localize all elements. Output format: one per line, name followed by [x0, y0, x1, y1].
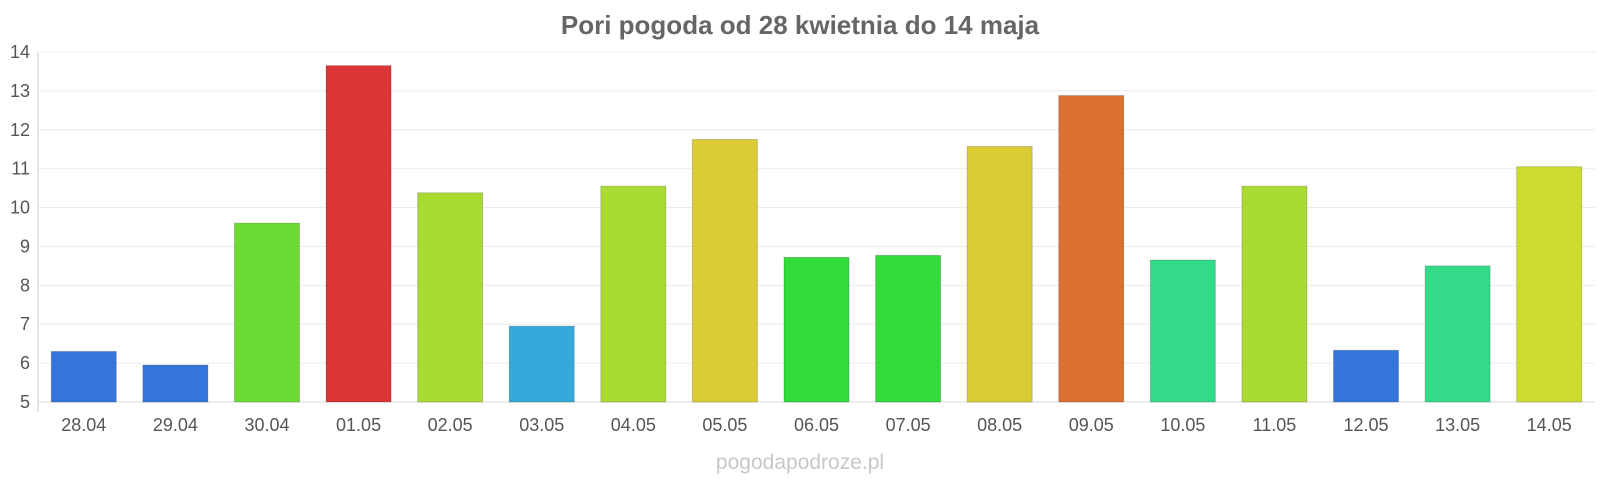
x-tick-label: 12.05 [1344, 415, 1389, 435]
x-tick-label: 10.05 [1160, 415, 1205, 435]
x-tick-label: 05.05 [702, 415, 747, 435]
bar-14.05 [1516, 166, 1583, 403]
bars [50, 65, 1583, 403]
bar-08.05 [966, 146, 1033, 403]
bar-03.05 [508, 325, 575, 403]
y-tick-label: 7 [20, 314, 30, 334]
y-tick-label: 9 [20, 236, 30, 256]
bar-29.04 [142, 364, 209, 403]
bar-13.05 [1424, 265, 1491, 403]
y-tick-label: 10 [10, 198, 30, 218]
y-tick-label: 14 [10, 42, 30, 62]
bar-10.05 [1149, 259, 1216, 403]
x-tick-label: 03.05 [519, 415, 564, 435]
x-tick-label: 09.05 [1069, 415, 1114, 435]
bar-04.05 [600, 185, 667, 403]
y-tick-labels: 5 6 7 8 9 10 11 12 13 14 [10, 42, 30, 412]
x-tick-label: 02.05 [428, 415, 473, 435]
bar-01.05 [325, 65, 392, 403]
x-tick-labels: 28.04 29.04 30.04 01.05 02.05 03.05 04.05 05.05… [61, 415, 1571, 435]
x-tick-label: 13.05 [1435, 415, 1480, 435]
y-tick-label: 13 [10, 81, 30, 101]
bar-06.05 [783, 256, 850, 403]
bar-07.05 [875, 254, 942, 403]
y-tick-label: 6 [20, 353, 30, 373]
y-tick-label: 8 [20, 275, 30, 295]
bar-11.05 [1241, 185, 1308, 403]
watermark-text: pogodapodroze.pl [715, 451, 885, 474]
y-tick-label: 12 [10, 120, 30, 140]
chart-title: Pori pogoda od 28 kwietnia do 14 maja [560, 10, 1040, 40]
bar-02.05 [417, 192, 484, 403]
bar-28.04 [50, 350, 117, 403]
y-tick-label: 5 [20, 392, 30, 412]
y-tick-label: 11 [11, 159, 30, 179]
bar-05.05 [691, 139, 758, 403]
x-tick-label: 28.04 [61, 415, 106, 435]
bar-09.05 [1058, 95, 1125, 403]
bar-12.05 [1333, 349, 1400, 403]
x-tick-label: 07.05 [886, 415, 931, 435]
x-tick-label: 01.05 [336, 415, 381, 435]
x-tick-label: 14.05 [1527, 415, 1572, 435]
x-tick-label: 08.05 [977, 415, 1022, 435]
x-tick-label: 29.04 [153, 415, 198, 435]
bar-30.04 [233, 222, 300, 403]
x-tick-label: 04.05 [611, 415, 656, 435]
x-tick-label: 06.05 [794, 415, 839, 435]
x-tick-label: 30.04 [244, 415, 289, 435]
x-tick-label: 11.05 [1253, 415, 1297, 435]
